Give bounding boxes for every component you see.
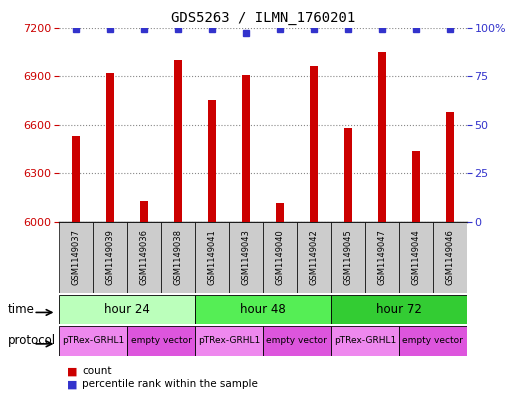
Bar bbox=[72, 136, 80, 222]
Bar bbox=[411, 151, 420, 222]
Bar bbox=[446, 112, 454, 222]
Text: empty vector: empty vector bbox=[266, 336, 327, 345]
Bar bbox=[331, 326, 399, 356]
Bar bbox=[59, 295, 195, 324]
Bar bbox=[229, 222, 263, 293]
Text: GSM1149037: GSM1149037 bbox=[71, 230, 81, 285]
Bar bbox=[140, 201, 148, 222]
Text: hour 24: hour 24 bbox=[104, 303, 150, 316]
Text: GSM1149045: GSM1149045 bbox=[343, 230, 352, 285]
Text: count: count bbox=[82, 366, 112, 376]
Text: pTRex-GRHL1: pTRex-GRHL1 bbox=[334, 336, 396, 345]
Bar bbox=[93, 222, 127, 293]
Bar bbox=[263, 326, 331, 356]
Bar bbox=[365, 222, 399, 293]
Bar bbox=[242, 75, 250, 222]
Text: pTRex-GRHL1: pTRex-GRHL1 bbox=[198, 336, 260, 345]
Bar bbox=[174, 60, 182, 222]
Text: GSM1149040: GSM1149040 bbox=[275, 230, 284, 285]
Text: hour 72: hour 72 bbox=[376, 303, 422, 316]
Bar bbox=[195, 222, 229, 293]
Bar bbox=[378, 52, 386, 222]
Text: GSM1149046: GSM1149046 bbox=[445, 230, 455, 285]
Text: GSM1149041: GSM1149041 bbox=[207, 230, 216, 285]
Text: empty vector: empty vector bbox=[130, 336, 191, 345]
Bar bbox=[275, 202, 284, 222]
Text: GSM1149039: GSM1149039 bbox=[106, 230, 114, 285]
Bar bbox=[106, 73, 114, 222]
Bar bbox=[310, 66, 318, 222]
Bar bbox=[399, 326, 467, 356]
Bar bbox=[433, 222, 467, 293]
Bar bbox=[127, 222, 161, 293]
Text: GSM1149038: GSM1149038 bbox=[173, 230, 183, 285]
Bar bbox=[208, 101, 216, 222]
Bar bbox=[161, 222, 195, 293]
Text: hour 48: hour 48 bbox=[240, 303, 286, 316]
Bar bbox=[195, 326, 263, 356]
Bar bbox=[344, 128, 352, 222]
Title: GDS5263 / ILMN_1760201: GDS5263 / ILMN_1760201 bbox=[171, 11, 355, 25]
Text: GSM1149043: GSM1149043 bbox=[242, 230, 250, 285]
Bar bbox=[59, 222, 93, 293]
Text: pTRex-GRHL1: pTRex-GRHL1 bbox=[62, 336, 124, 345]
Bar bbox=[59, 326, 127, 356]
Text: GSM1149036: GSM1149036 bbox=[140, 230, 148, 285]
Bar bbox=[331, 295, 467, 324]
Bar bbox=[195, 295, 331, 324]
Bar bbox=[331, 222, 365, 293]
Text: GSM1149047: GSM1149047 bbox=[378, 230, 386, 285]
Text: GSM1149042: GSM1149042 bbox=[309, 230, 319, 285]
Bar bbox=[297, 222, 331, 293]
Text: ■: ■ bbox=[67, 379, 77, 389]
Text: protocol: protocol bbox=[8, 334, 56, 347]
Text: time: time bbox=[8, 303, 34, 316]
Text: percentile rank within the sample: percentile rank within the sample bbox=[82, 379, 258, 389]
Bar bbox=[399, 222, 433, 293]
Text: ■: ■ bbox=[67, 366, 77, 376]
Bar bbox=[127, 326, 195, 356]
Bar bbox=[263, 222, 297, 293]
Text: GSM1149044: GSM1149044 bbox=[411, 230, 420, 285]
Text: empty vector: empty vector bbox=[402, 336, 463, 345]
